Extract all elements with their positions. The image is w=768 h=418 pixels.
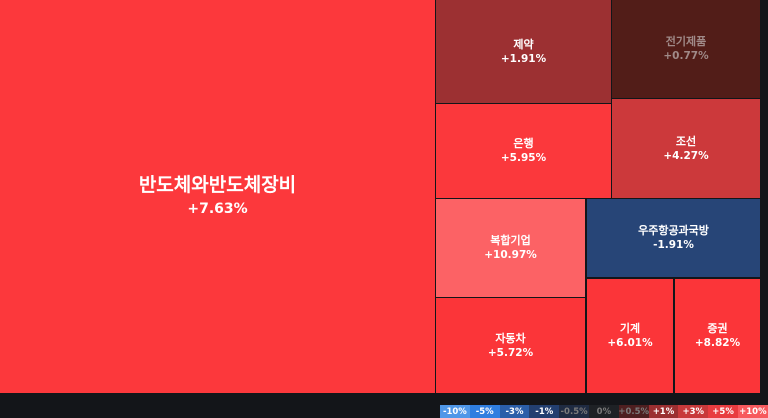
- legend-swatch: +0.5%: [618, 405, 650, 418]
- legend-swatch: +1%: [648, 405, 679, 418]
- tile-name: 제약: [513, 37, 534, 51]
- tile-automobiles[interactable]: 자동차 +5.72%: [436, 298, 585, 393]
- tile-change: -1.91%: [653, 239, 694, 251]
- tile-change: +7.63%: [187, 201, 248, 217]
- tile-name: 자동차: [495, 331, 526, 345]
- tile-aerospace-defense[interactable]: 우주항공과국방 -1.91%: [587, 199, 760, 277]
- tile-name: 우주항공과국방: [638, 224, 709, 237]
- tile-name: 반도체와반도체장비: [138, 174, 297, 196]
- tile-name: 조선: [675, 134, 697, 148]
- tile-name: 은행: [513, 137, 534, 150]
- legend-swatch: -3%: [499, 405, 530, 418]
- tile-name: 복합기업: [490, 234, 531, 247]
- tile-change: +4.27%: [663, 149, 709, 162]
- legend-swatch: +10%: [737, 405, 768, 418]
- tile-name: 기계: [619, 322, 641, 335]
- legend-swatch: -0.5%: [559, 405, 589, 418]
- tile-name: 증권: [707, 322, 728, 335]
- tile-change: +1.91%: [500, 52, 547, 65]
- legend-swatch: 0%: [588, 405, 619, 418]
- tile-machinery[interactable]: 기계 +6.01%: [587, 279, 673, 393]
- tile-change: +6.01%: [607, 337, 653, 349]
- tile-electrical[interactable]: 전기제품 +0.77%: [612, 0, 760, 98]
- legend-swatch: -10%: [440, 405, 470, 418]
- tile-pharma[interactable]: 제약 +1.91%: [436, 0, 611, 103]
- tile-semiconductors[interactable]: 반도체와반도체장비 +7.63%: [0, 0, 435, 393]
- color-legend: -10% -5% -3% -1% -0.5% 0% +0.5% +1% +3% +5% +10%: [440, 405, 768, 418]
- tile-name: 전기제품: [665, 35, 707, 48]
- tile-banks[interactable]: 은행 +5.95%: [436, 104, 611, 198]
- tile-change: +8.82%: [694, 337, 741, 349]
- tile-conglomerates[interactable]: 복합기업 +10.97%: [436, 199, 585, 297]
- legend-swatch: +5%: [708, 405, 738, 418]
- legend-swatch: -5%: [469, 405, 500, 418]
- tile-change: +0.77%: [663, 50, 709, 62]
- tile-shipbuilding[interactable]: 조선 +4.27%: [612, 99, 760, 198]
- legend-swatch: +3%: [678, 405, 709, 418]
- legend-swatch: -1%: [529, 405, 560, 418]
- tile-change: +5.72%: [487, 346, 534, 359]
- tile-change: +10.97%: [484, 249, 537, 261]
- tile-change: +5.95%: [500, 152, 547, 164]
- tile-securities[interactable]: 증권 +8.82%: [675, 279, 760, 393]
